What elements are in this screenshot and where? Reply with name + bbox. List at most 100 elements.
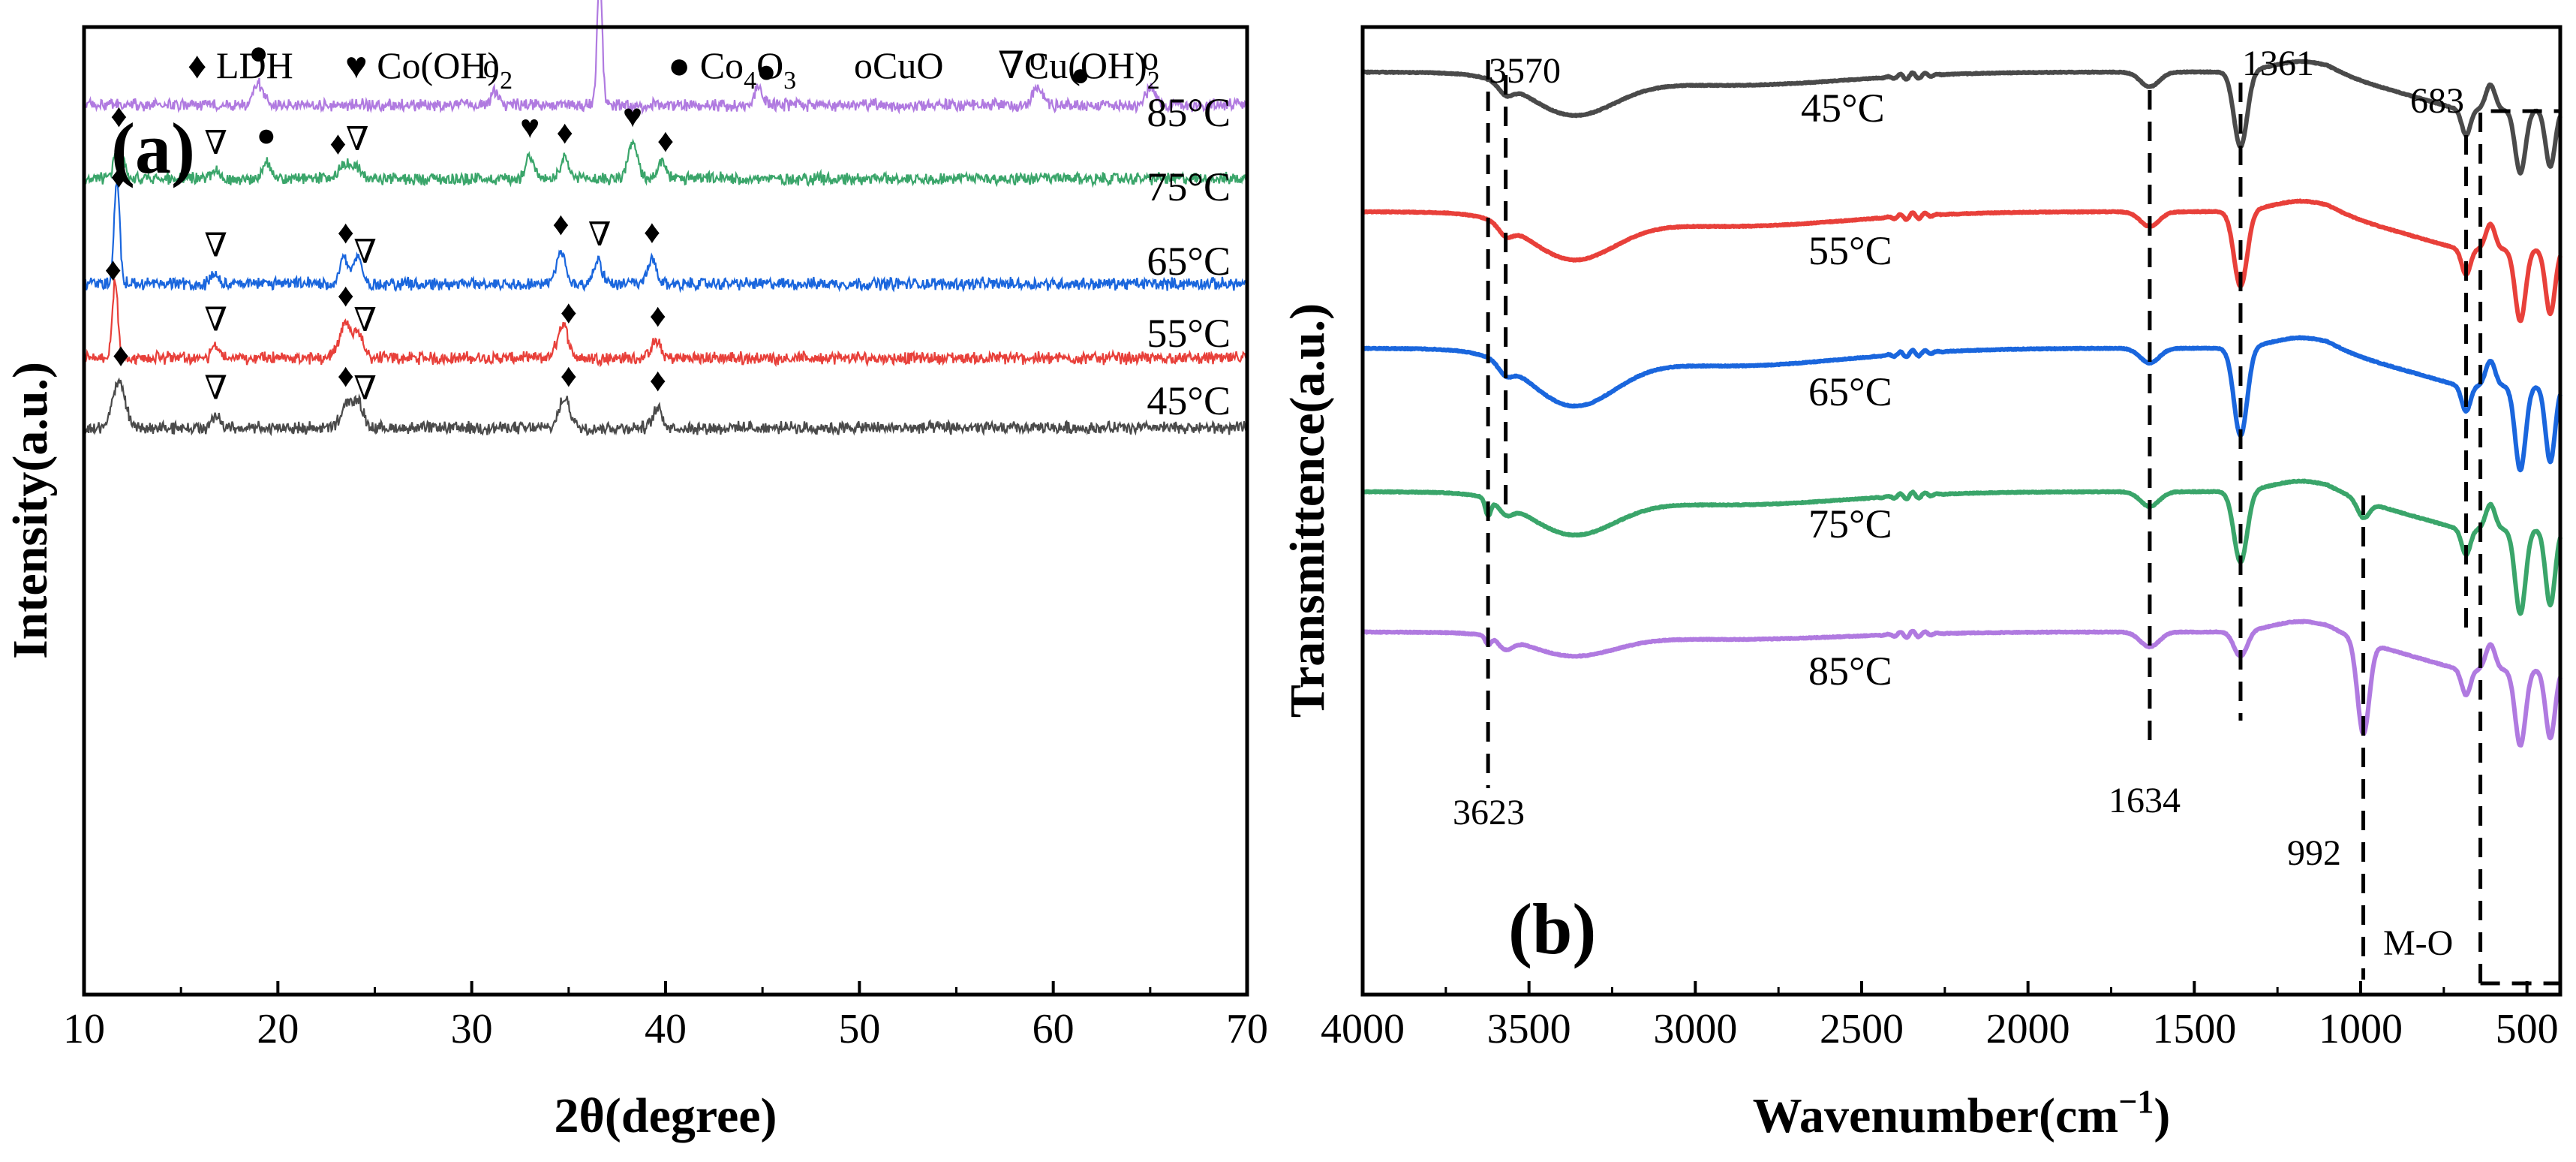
ftir-line-45°C [1360,59,2562,176]
xrd-peak-marker: ● [257,116,277,153]
ftir-line-65°C [1360,335,2562,473]
xrd-sample-label: 65°C [1147,239,1231,284]
panel-b-label: (b) [1508,889,1596,969]
xrd-peak-marker: ● [756,53,777,90]
xrd-peak-marker: o [1029,40,1046,77]
x-tick-label: 70 [1226,1006,1268,1052]
x-tick-label: 2000 [1986,1006,2070,1052]
x-tick-label: 1500 [2152,1006,2236,1052]
xrd-line-85°C [83,0,1249,116]
x-tick-label: 3000 [1653,1006,1737,1052]
xrd-peak-marker: ∇ [353,302,377,339]
panel-b-x-axis-title: Wavenumber(cm−1) [1753,1083,2171,1143]
legend-entry: ● Co4O3 [668,44,796,95]
xrd-peak-marker: ♦ [338,357,354,394]
legend-subscript: 3 [783,67,796,95]
reference-label-683: 683 [2410,81,2464,121]
xrd-peak-marker: ♦ [552,206,569,242]
panel-b-x-axis-title-close: ) [2154,1088,2170,1143]
legend-label: LDH [216,44,293,86]
xrd-peak-marker: ∇ [204,227,227,264]
xrd-peak-marker: o [483,47,500,84]
xrd-peak-marker: ♦ [561,294,577,330]
xrd-peak-marker: ∇ [346,121,369,158]
reference-label-1634: 1634 [2109,781,2181,820]
xrd-line-55°C [83,278,1249,368]
xrd-line-65°C [83,180,1249,294]
xrd-series-group [83,0,1249,437]
x-tick-label: 10 [63,1006,105,1052]
xrd-sample-label: 75°C [1147,164,1231,209]
xrd-peak-marker: ∇ [204,302,227,339]
xrd-peak-markers: ●o●●o●o♦∇●♦∇♥♦♥♦♦∇♦∇♦∇♦♦∇♦∇♦♦♦∇♦∇♦♦ [105,35,1159,407]
xrd-legend: ♦ LDH ♥ Co(OH)2 ● Co4O3 oCuO ∇Cu(OH)2 [188,44,1160,95]
xrd-peak-marker: ♦ [338,214,354,251]
x-tick-label: 60 [1033,1006,1075,1052]
panel-a-frame [82,25,1249,997]
legend-marker: o [854,44,873,86]
xrd-peak-marker: ● [1071,56,1091,93]
xrd-peak-marker: ♦ [110,158,127,194]
xrd-sample-label: 55°C [1147,311,1231,356]
m-o-region-label: M-O [2383,923,2453,963]
x-tick-label: 30 [451,1006,493,1052]
xrd-line-45°C [83,377,1249,437]
xrd-peak-marker: ● [248,35,269,71]
legend-subscript: 2 [500,67,512,95]
legend-subscript: 2 [1147,67,1160,95]
legend-marker: ♦ [188,44,216,86]
x-tick-label: 3500 [1487,1006,1571,1052]
xrd-peak-marker: ♦ [561,357,577,394]
xrd-peak-marker: ∇ [353,233,377,270]
legend-label: Cu(OH) [1024,44,1147,86]
xrd-peak-marker: ♦ [338,277,354,314]
xrd-peak-marker: ∇ [204,370,227,407]
legend-entry: ∇Cu(OH)2 [998,44,1160,95]
x-tick-label: 2500 [1820,1006,1904,1052]
panel-b-x-axis-title-sup: −1 [2118,1083,2154,1120]
ftir-sample-label: 45°C [1801,86,1885,131]
x-tick-label: 50 [838,1006,880,1052]
legend-marker: ♥ [345,44,377,86]
legend-label: CuO [873,44,943,86]
x-tick-label: 4000 [1321,1006,1405,1052]
xrd-sample-label: 85°C [1147,90,1231,135]
xrd-peak-marker: ♥ [623,98,642,134]
panel-b-y-axis-title: Transmittence(a.u.) [1280,303,1335,718]
xrd-sample-labels: 85°C 75°C 65°C 55°C 45°C [1147,90,1231,423]
panel-a-x-axis-title: 2θ(degree) [554,1088,777,1143]
legend-label: Co [700,44,744,86]
panel-b-ftir: 3623 3570 1634 1361 992 683 45°C 55°C 65°C 75°C 8… [1280,25,2562,1143]
reference-label-992: 992 [2287,833,2341,873]
ftir-sample-label: 75°C [1808,501,1892,546]
ftir-line-75°C [1360,478,2562,616]
panel-b-frame [1360,25,2562,997]
xrd-peak-marker: ♥ [520,109,540,146]
legend-entry: ♦ LDH [188,44,293,86]
ftir-reference-lines: 3623 3570 1634 1361 992 683 [1453,44,2560,986]
ftir-sample-label: 85°C [1808,649,1892,694]
legend-subscript: 4 [744,67,756,95]
ftir-line-55°C [1360,198,2562,324]
x-tick-label: 40 [645,1006,687,1052]
ftir-sample-label: 55°C [1808,228,1892,273]
xrd-peak-marker: ♦ [105,251,122,288]
xrd-line-75°C [83,138,1249,188]
panel-b-x-ticks: 4000 3500 3000 2500 2000 1500 1000 500 [1321,981,2559,1052]
x-tick-label: 20 [257,1006,299,1052]
xrd-peak-marker: ∇ [588,216,612,253]
ftir-sample-labels: 45°C 55°C 65°C 75°C 85°C [1801,86,1892,694]
xrd-peak-marker: ♦ [556,114,573,151]
xrd-peak-marker: ♦ [649,362,666,399]
ftir-line-85°C [1360,619,2562,748]
panel-a-label: (a) [111,108,195,188]
legend-marker: ∇ [998,44,1024,86]
xrd-peak-marker: ♦ [657,122,674,159]
legend-marker: ● [668,44,700,86]
xrd-peak-marker: ♦ [649,297,666,334]
ftir-sample-label: 65°C [1808,369,1892,414]
xrd-peak-marker: ∇ [353,370,377,407]
xrd-peak-marker: ♦ [110,98,127,134]
panel-a-x-ticks: 10 20 30 40 50 60 70 [63,981,1268,1052]
